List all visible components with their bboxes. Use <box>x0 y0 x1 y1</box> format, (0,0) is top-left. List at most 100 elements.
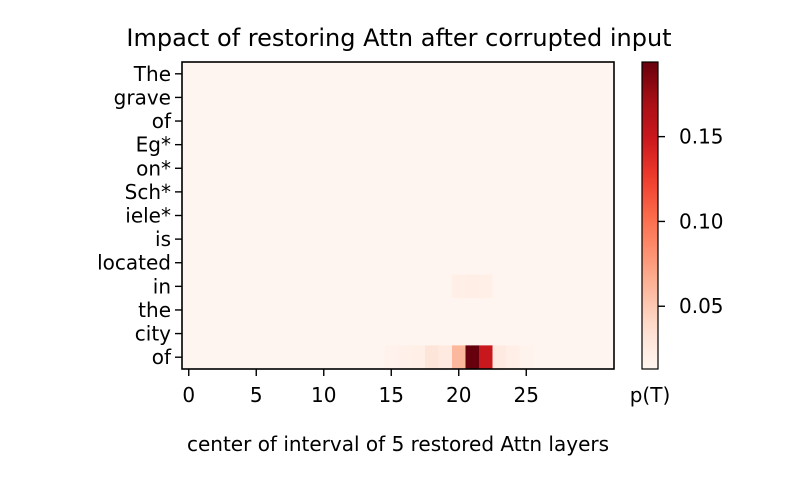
heatmap-cell <box>263 156 277 181</box>
heatmap-cell <box>492 132 507 157</box>
heatmap-cell <box>371 203 385 228</box>
heatmap-cell <box>357 109 372 134</box>
heatmap-cell <box>263 298 277 323</box>
heatmap-cell <box>357 132 372 157</box>
heatmap-cell <box>519 62 534 87</box>
heatmap-cell <box>600 109 615 134</box>
heatmap-cell <box>263 321 277 346</box>
heatmap-cell <box>222 227 237 252</box>
heatmap-cell <box>344 180 358 205</box>
heatmap-cell <box>411 227 426 252</box>
heatmap-cell <box>344 203 358 228</box>
heatmap-cell <box>573 227 588 252</box>
heatmap-cell <box>182 180 196 205</box>
heatmap-cell <box>398 203 412 228</box>
heatmap-cell <box>506 321 520 346</box>
heatmap-cell <box>573 132 588 157</box>
heatmap-cell <box>573 321 588 346</box>
heatmap-cell <box>195 62 210 87</box>
heatmap-cell <box>222 298 237 323</box>
colorbar-tick-label: 0.15 <box>679 125 724 149</box>
heatmap-cell <box>600 156 615 181</box>
heatmap-cell <box>303 274 318 299</box>
heatmap-cell <box>533 345 547 370</box>
heatmap-cell <box>492 274 507 299</box>
heatmap-cell <box>533 203 547 228</box>
x-axis-label: center of interval of 5 restored Attn la… <box>187 432 609 456</box>
heatmap-cell <box>411 298 426 323</box>
heatmap-cell <box>330 109 345 134</box>
heatmap-cell <box>330 85 345 110</box>
heatmap-cell <box>222 180 237 205</box>
heatmap-cell <box>371 85 385 110</box>
heatmap-cell <box>425 203 439 228</box>
heatmap-cell <box>398 62 412 87</box>
heatmap-cell <box>492 203 507 228</box>
x-tick-label: 25 <box>514 383 539 407</box>
heatmap-cell <box>384 298 399 323</box>
heatmap-cell <box>479 156 493 181</box>
heatmap-cell <box>209 298 223 323</box>
heatmap-cell <box>533 156 547 181</box>
heatmap-cell <box>344 298 358 323</box>
heatmap-cell <box>209 250 223 275</box>
heatmap-cell <box>236 156 250 181</box>
heatmap-cell <box>357 62 372 87</box>
heatmap-cell <box>573 298 588 323</box>
heatmap-cell <box>290 345 304 370</box>
heatmap-cell <box>344 250 358 275</box>
heatmap-cell <box>209 274 223 299</box>
heatmap-cell <box>195 180 210 205</box>
heatmap-cell <box>533 250 547 275</box>
heatmap-cell <box>425 156 439 181</box>
heatmap-cell <box>236 203 250 228</box>
heatmap-cell <box>438 345 453 370</box>
heatmap-cell <box>438 85 453 110</box>
heatmap-cell <box>479 180 493 205</box>
heatmap-cell <box>276 85 291 110</box>
heatmap-cell <box>384 85 399 110</box>
heatmap-cell <box>519 85 534 110</box>
heatmap-cell <box>249 109 264 134</box>
heatmap-cell <box>317 345 331 370</box>
heatmap-cell <box>290 156 304 181</box>
heatmap-cell <box>479 85 493 110</box>
heatmap-cell <box>303 156 318 181</box>
heatmap-cell <box>587 109 601 134</box>
heatmap-cell <box>587 321 601 346</box>
heatmap-cell <box>303 85 318 110</box>
heatmap-cell <box>330 345 345 370</box>
heatmap-cell <box>452 85 466 110</box>
heatmap-cell <box>398 156 412 181</box>
heatmap-cell <box>479 345 493 370</box>
heatmap-cell <box>479 227 493 252</box>
heatmap-cell <box>330 132 345 157</box>
heatmap-cell <box>573 156 588 181</box>
heatmap-cell <box>344 156 358 181</box>
heatmap-cell <box>492 180 507 205</box>
heatmap-cell <box>438 156 453 181</box>
heatmap-cell <box>384 227 399 252</box>
heatmap-cell <box>452 321 466 346</box>
heatmap-cell <box>492 85 507 110</box>
heatmap-cell <box>263 345 277 370</box>
y-tick-label: in <box>153 274 171 298</box>
heatmap-cell <box>546 156 561 181</box>
heatmap-cell <box>438 298 453 323</box>
heatmap-cell <box>249 203 264 228</box>
heatmap-cell <box>438 227 453 252</box>
heatmap-cell <box>411 109 426 134</box>
heatmap-cell <box>371 250 385 275</box>
heatmap-cell <box>317 227 331 252</box>
heatmap-cell <box>398 321 412 346</box>
heatmap-cell <box>222 156 237 181</box>
y-tick-label: on* <box>136 156 171 180</box>
heatmap-cell <box>303 132 318 157</box>
heatmap-cell <box>330 62 345 87</box>
heatmap-cell <box>317 62 331 87</box>
y-tick-label: iele* <box>125 204 171 228</box>
heatmap-cell <box>330 298 345 323</box>
heatmap-cell <box>344 85 358 110</box>
heatmap-cell <box>195 298 210 323</box>
heatmap-cell <box>222 85 237 110</box>
